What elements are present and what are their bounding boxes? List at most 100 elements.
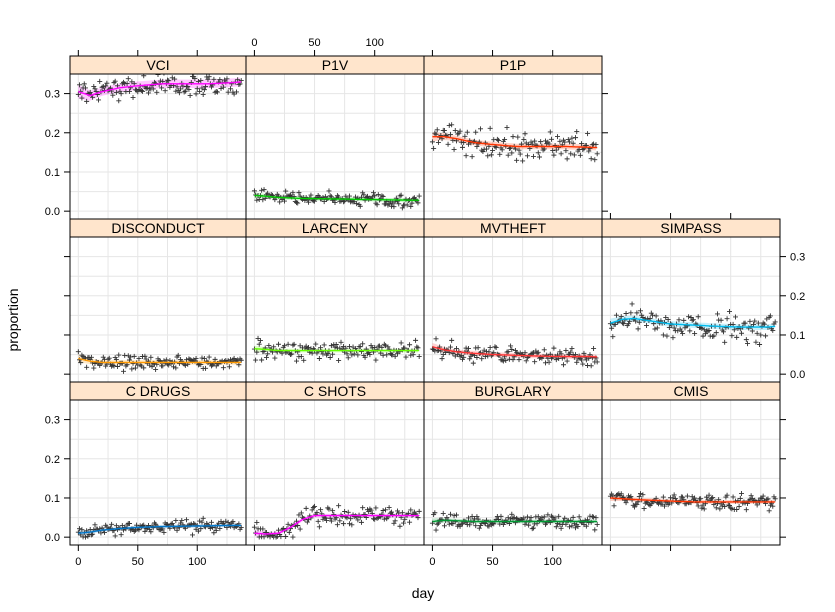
data-point [441,127,447,133]
data-point [487,125,493,131]
data-point [295,200,301,206]
data-point [521,136,527,142]
data-point [301,357,307,363]
panel-strip [423,55,603,75]
y-axis-label: proportion [5,288,21,351]
data-point [384,352,390,358]
data-point [186,86,192,92]
data-point [141,365,147,371]
data-point [179,518,185,524]
data-point [212,356,218,362]
data-point [185,84,191,90]
data-point [618,314,624,320]
data-point [571,152,577,158]
data-point [228,86,234,92]
data-point [510,134,516,140]
data-point [672,496,678,502]
data-point [118,91,124,97]
data-point [327,193,333,199]
data-point [743,507,749,513]
data-point [757,341,763,347]
data-point [552,515,558,521]
data-point [173,518,179,524]
data-point [569,345,575,351]
data-point [441,523,447,529]
panel-title: DISCONDUCT [111,220,205,236]
data-point [523,358,529,364]
data-point [265,351,271,357]
data-point [205,76,211,82]
data-point [574,359,580,365]
data-point [528,139,534,145]
x-axis-col-4 [609,213,732,219]
x-axis-col-4 [609,545,732,551]
data-point [298,510,304,516]
data-point [362,354,368,360]
data-point [676,317,682,323]
data-point [414,344,420,350]
data-point [522,350,528,356]
data-point [491,521,497,527]
data-point [536,154,542,160]
data-point [439,356,445,362]
data-point [467,356,473,362]
data-point [474,514,480,520]
data-point [124,81,130,87]
data-point [765,496,771,502]
data-point [357,344,363,350]
data-point [751,321,757,327]
data-point [223,79,229,85]
data-point [524,514,530,520]
data-point [660,332,666,338]
x-axis-col-2 [253,545,376,551]
data-point [695,314,701,320]
data-point [310,504,316,510]
data-point [113,523,119,529]
data-point [174,527,180,533]
data-point [478,350,484,356]
data-point [321,342,327,348]
data-point [772,319,778,325]
data-point [432,510,438,516]
data-point [251,524,257,530]
data-point [404,202,410,208]
data-point [135,89,141,95]
data-point [172,76,178,82]
data-point [538,139,544,145]
panel-larceny: LARCENY [245,218,425,383]
data-point [440,510,446,516]
data-point [125,353,131,359]
data-point [636,494,642,500]
data-point [265,190,271,196]
points [429,510,600,533]
data-point [760,320,766,326]
data-point [153,366,159,372]
data-point [592,157,598,163]
data-point [733,498,738,504]
data-point [463,153,469,159]
data-point [469,154,475,160]
data-point [450,351,456,357]
data-point [581,350,587,356]
data-point [333,342,339,348]
data-point [157,527,163,533]
data-point [408,352,414,358]
data-point [635,326,641,332]
data-point [348,516,354,522]
data-point [150,86,156,92]
data-point [415,200,421,206]
data-point [706,492,712,498]
data-point [340,521,346,527]
data-point [435,139,441,145]
y-tick-label: 0.1 [45,167,60,179]
data-point [588,156,594,162]
panel-border [245,236,425,383]
data-point [745,341,751,347]
x-tick-label: 100 [366,37,384,49]
data-point [508,516,514,522]
data-point [138,87,144,93]
data-point [116,352,122,358]
data-point [509,511,515,517]
data-point [199,355,205,361]
data-point [82,85,88,91]
